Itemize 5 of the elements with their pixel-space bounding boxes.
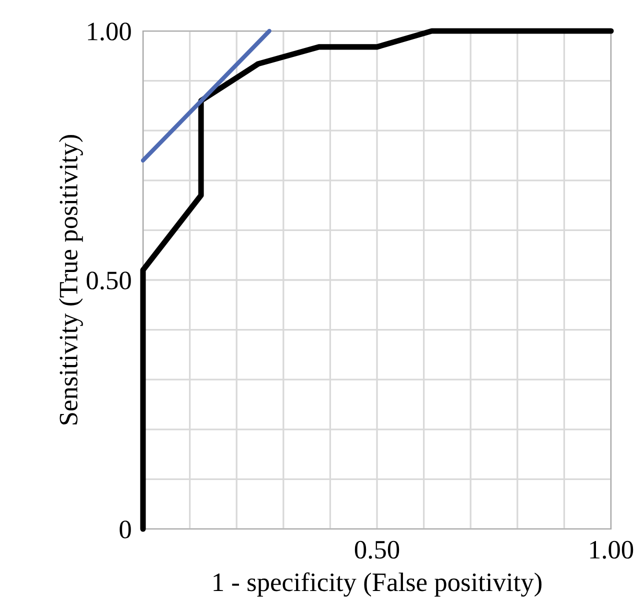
y-axis-title: Sensitivity (True positivity) (58, 135, 83, 424)
x-axis-title: 1 - specificity (False positivity) (214, 572, 542, 597)
y-tick-label: 1.00 (88, 22, 131, 41)
y-tick-label: 0 (120, 520, 131, 538)
y-tick-label: 0.50 (86, 272, 131, 290)
